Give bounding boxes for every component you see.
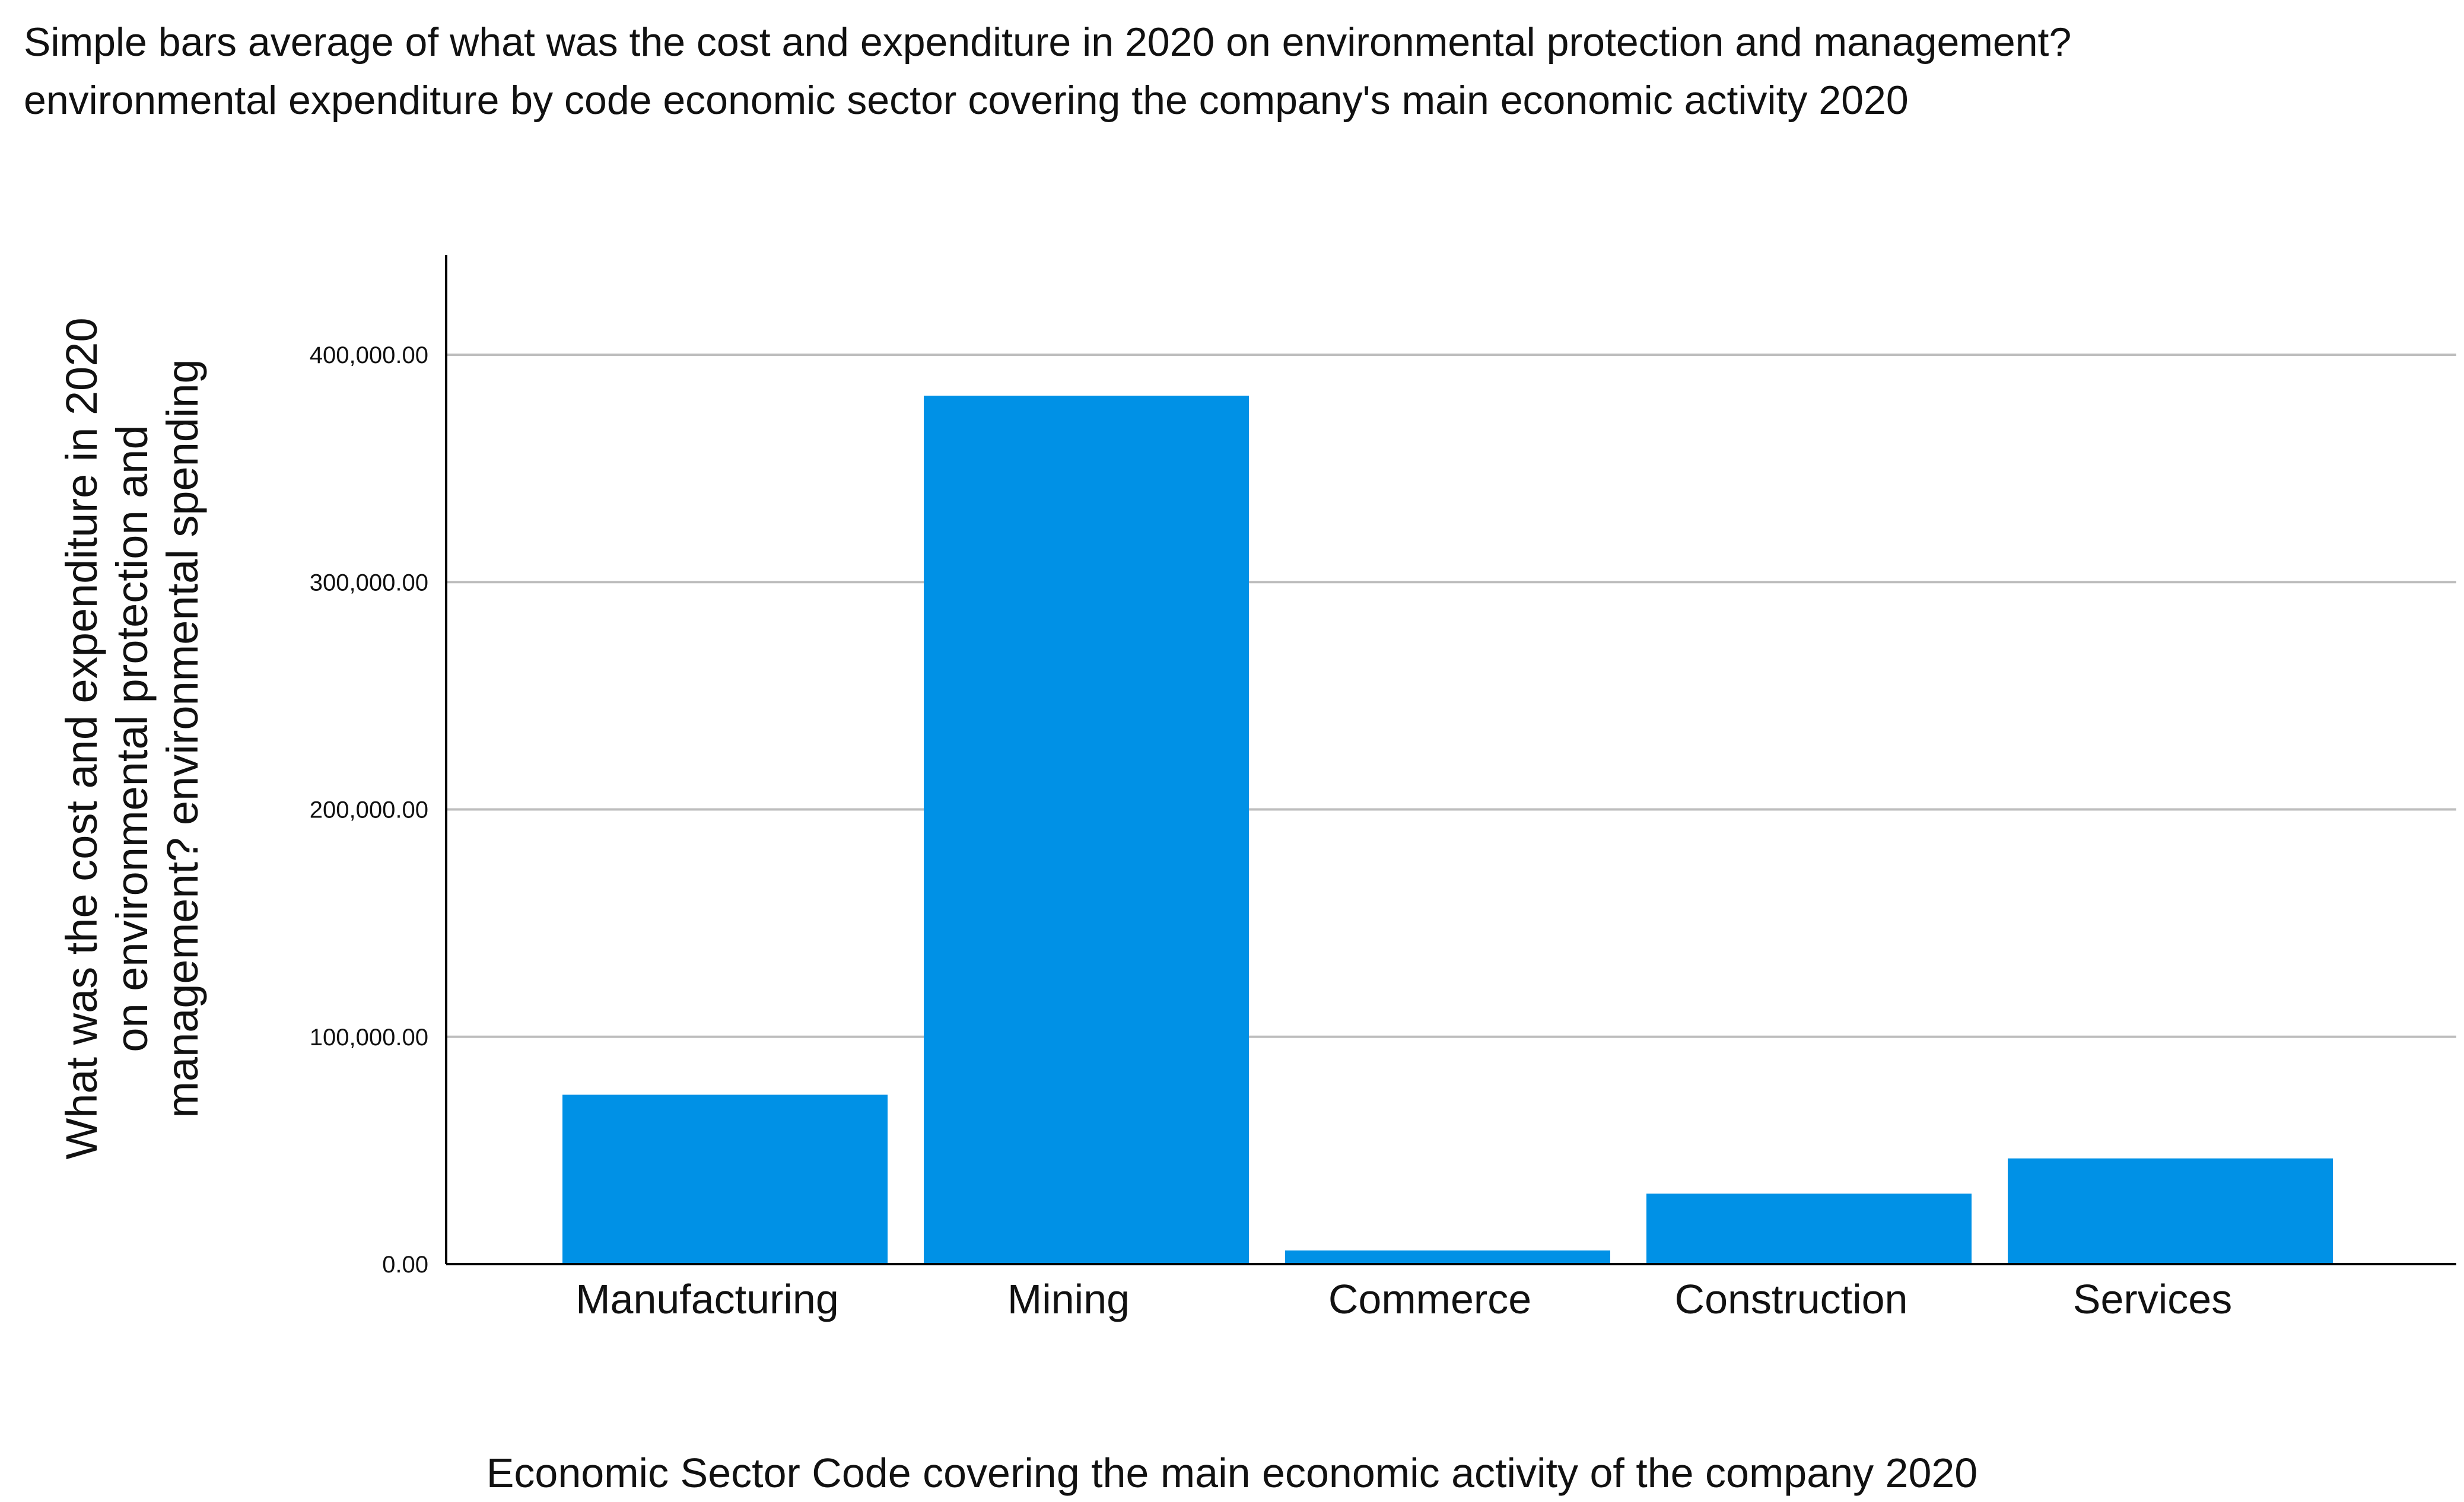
y-tick-label: 100,000.00	[310, 1024, 428, 1051]
y-tick-label: 0.00	[382, 1252, 428, 1278]
y-tick-label: 400,000.00	[310, 342, 428, 368]
x-axis-label: Economic Sector Code covering the main e…	[486, 1450, 1978, 1496]
x-tick-label: Construction	[1675, 1276, 1908, 1322]
gridlines	[446, 354, 2456, 1038]
x-tick-label: Services	[2073, 1276, 2232, 1322]
chart-title: Simple bars average of what was the cost…	[24, 13, 2071, 129]
axes	[445, 255, 2456, 1265]
y-tick-label: 200,000.00	[310, 797, 428, 823]
x-tick-label: Mining	[1007, 1276, 1130, 1322]
bar-construction	[1646, 1194, 1972, 1264]
tick-labels: 0.00 100,000.00 200,000.00 300,000.00 400,00…	[310, 342, 2232, 1322]
chart-title-line-2: environmental expenditure by code econom…	[24, 78, 1909, 123]
bar-manufacturing	[562, 1094, 888, 1264]
bar-commerce	[1285, 1250, 1610, 1264]
chart-title-line-1: Simple bars average of what was the cost…	[24, 20, 2072, 65]
x-tick-label: Manufacturing	[576, 1276, 839, 1322]
bars	[562, 395, 2333, 1264]
bar-mining	[924, 395, 1249, 1264]
bar-services	[2008, 1158, 2333, 1264]
x-tick-label: Commerce	[1328, 1276, 1531, 1322]
y-tick-label: 300,000.00	[310, 569, 428, 596]
